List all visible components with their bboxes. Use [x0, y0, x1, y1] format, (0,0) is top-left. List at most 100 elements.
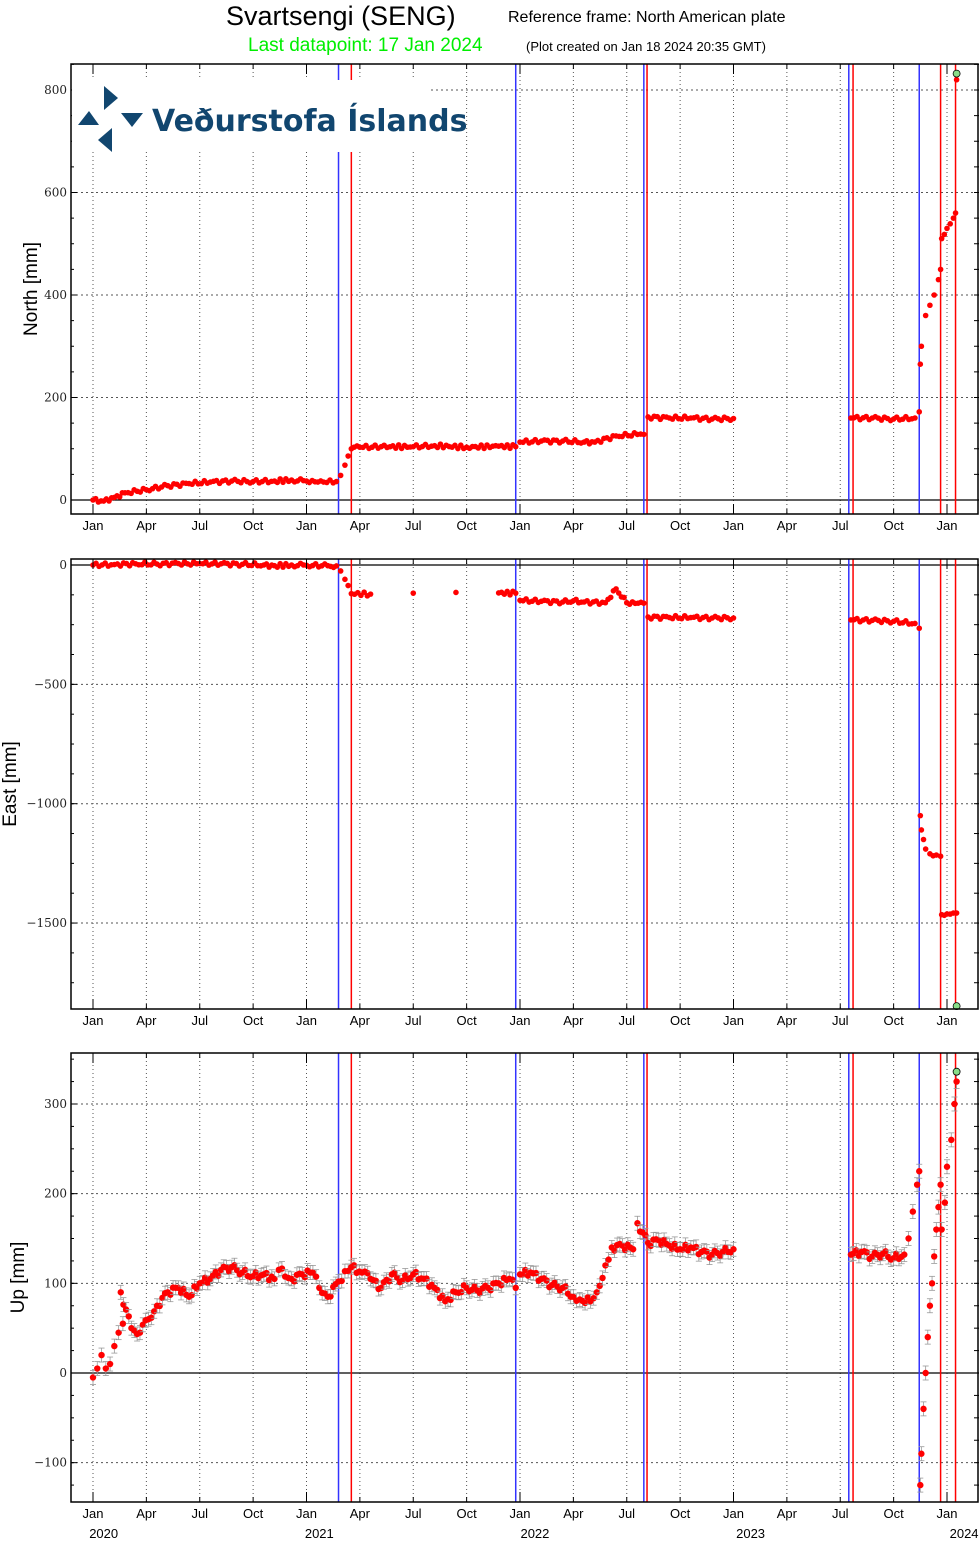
- last-datapoint-marker: [952, 1067, 961, 1076]
- data-series: [90, 559, 960, 919]
- data-point: [641, 600, 647, 606]
- data-point: [151, 1308, 158, 1315]
- data-point: [943, 1163, 951, 1170]
- data-point: [918, 343, 925, 350]
- data-point: [944, 225, 950, 232]
- data-point: [913, 1181, 921, 1188]
- data-point: [634, 1220, 641, 1227]
- data-point: [909, 1208, 917, 1215]
- data-point: [863, 1249, 871, 1256]
- data-point: [916, 1168, 923, 1175]
- data-point: [937, 853, 944, 860]
- data-point: [912, 620, 918, 627]
- y-tick-label: 0: [59, 1366, 67, 1380]
- data-point: [901, 1251, 908, 1258]
- data-point: [378, 1284, 385, 1292]
- year-label: 2022: [520, 1526, 549, 1541]
- x-tick-label: Jan: [83, 1506, 104, 1521]
- data-point: [938, 235, 945, 242]
- x-tick-label: Jan: [723, 1013, 744, 1028]
- data-point: [605, 1256, 612, 1263]
- x-tick-label: Jan: [937, 518, 958, 533]
- data-point: [512, 443, 519, 450]
- x-tick-label: Jul: [191, 1506, 208, 1521]
- data-point: [532, 1269, 540, 1277]
- data-point: [148, 1314, 155, 1321]
- x-tick-label: Jan: [83, 1013, 104, 1028]
- data-point: [333, 478, 340, 485]
- data-point: [730, 615, 737, 621]
- x-tick-label: Apr: [563, 1506, 584, 1521]
- data-point: [364, 1269, 371, 1277]
- y-tick-label: −1000: [26, 797, 67, 811]
- last-datapoint-label: Last datapoint: 17 Jan 2024: [248, 35, 483, 56]
- data-point: [703, 1248, 711, 1255]
- data-point: [102, 1365, 110, 1372]
- data-point: [905, 1235, 912, 1242]
- y-tick-label: 600: [44, 186, 67, 200]
- data-point: [410, 590, 417, 596]
- data-point: [278, 1265, 286, 1272]
- data-point: [928, 1280, 936, 1287]
- data-point: [106, 1360, 114, 1368]
- y-tick-label: 200: [44, 391, 67, 405]
- x-tick-label: Apr: [350, 1506, 371, 1521]
- data-point: [327, 1293, 334, 1300]
- x-tick-label: Oct: [670, 518, 691, 533]
- data-point: [933, 1226, 940, 1233]
- data-point: [668, 1245, 676, 1252]
- x-tick-label: Oct: [884, 518, 905, 533]
- data-point: [938, 1226, 945, 1233]
- x-tick-label: Jul: [405, 518, 422, 533]
- data-point: [111, 1342, 118, 1350]
- data-point: [476, 1290, 484, 1297]
- reference-frame-label: Reference frame: North American plate: [508, 9, 786, 26]
- y-tick-label: 0: [59, 558, 67, 572]
- data-point: [613, 586, 619, 592]
- data-point: [199, 1279, 206, 1286]
- data-point: [119, 1320, 127, 1327]
- logo: Veðurstofa Íslands: [72, 80, 467, 152]
- data-point: [342, 576, 348, 583]
- north-panel: 0 200 400 600 800 Jan Apr Jul Oct Jan Apr Jul Oct Jan…: [21, 63, 979, 533]
- data-point: [953, 76, 960, 83]
- x-tick-label: Jul: [405, 1013, 422, 1028]
- data-point: [920, 1405, 927, 1413]
- x-tick-label: Jan: [510, 518, 531, 533]
- data-point: [607, 436, 613, 443]
- data-point: [291, 1278, 298, 1285]
- data-point: [924, 1333, 931, 1341]
- x-tick-label: Apr: [777, 518, 798, 533]
- data-point: [950, 215, 957, 221]
- y-tick-label: −100: [34, 1456, 67, 1470]
- y-tick-label: 800: [44, 83, 67, 97]
- x-tick-label: Jan: [510, 1506, 531, 1521]
- y-tick-label: −1500: [26, 916, 67, 930]
- data-point: [342, 462, 348, 468]
- data-point: [120, 1301, 127, 1308]
- data-point: [136, 1329, 144, 1336]
- logo-text: Veðurstofa Íslands: [152, 103, 467, 139]
- data-point: [215, 1272, 222, 1279]
- x-tick-label: Jul: [832, 1506, 849, 1521]
- x-tick-label: Apr: [350, 1013, 371, 1028]
- y-axis-label: East [mm]: [0, 741, 21, 827]
- x-tick-label: Jul: [618, 1013, 635, 1028]
- x-tick-label: Oct: [457, 1506, 478, 1521]
- data-point: [917, 812, 924, 819]
- data-point: [947, 221, 954, 227]
- y-axis-label: North [mm]: [21, 242, 42, 336]
- data-point: [953, 910, 960, 916]
- x-tick-label: Oct: [243, 518, 264, 533]
- data-point: [922, 312, 929, 319]
- data-point: [922, 846, 929, 852]
- y-tick-label: −500: [34, 677, 67, 691]
- x-tick-label: Oct: [670, 1506, 691, 1521]
- data-point: [439, 1292, 446, 1299]
- data-point: [98, 1351, 105, 1359]
- data-point: [658, 1241, 665, 1248]
- data-point: [916, 625, 923, 632]
- x-tick-label: Apr: [563, 1013, 584, 1028]
- data-point: [953, 1078, 960, 1085]
